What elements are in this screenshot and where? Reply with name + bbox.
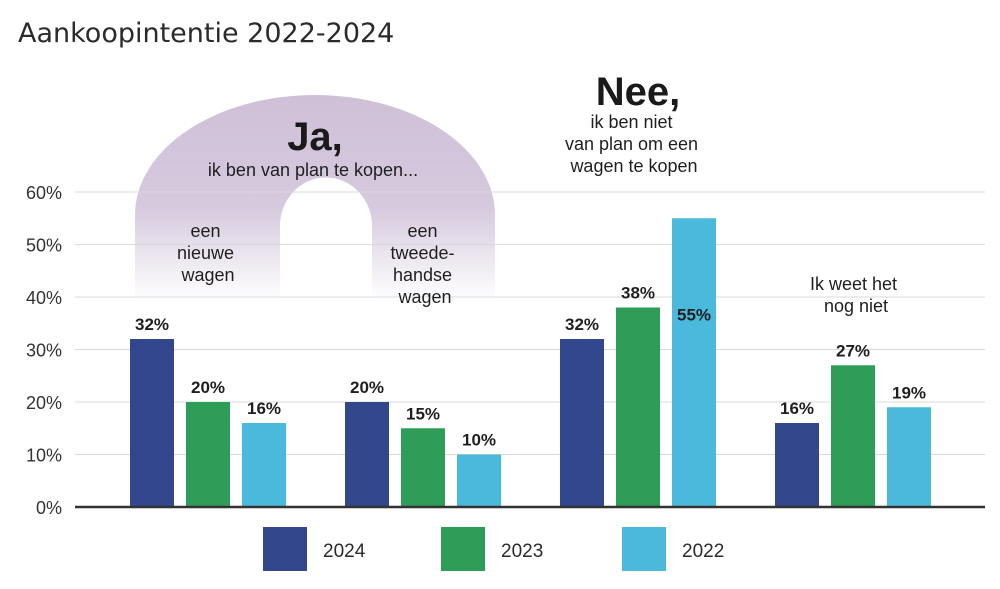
y-tick-label: 10% (26, 446, 62, 466)
bar (401, 428, 445, 507)
legend-swatch (263, 527, 307, 571)
bar (887, 407, 931, 507)
bar (242, 423, 286, 507)
y-axis-ticks: 0% 10% 20% 30% 40% 50% 60% (26, 183, 62, 518)
bar-value-label: 55% (677, 305, 711, 324)
bar (560, 339, 604, 507)
y-tick-label: 50% (26, 236, 62, 256)
bar (457, 454, 501, 507)
bar-value-label: 38% (621, 284, 655, 303)
group1-label-line: wagen (180, 265, 234, 285)
bar (345, 402, 389, 507)
bar-value-label: 16% (780, 399, 814, 418)
bar-value-label: 19% (892, 383, 926, 402)
unsure-label: Ik weet het nog niet (810, 274, 902, 316)
ja-heading: Ja, (287, 115, 343, 159)
y-tick-label: 20% (26, 393, 62, 413)
bar (130, 339, 174, 507)
bar-value-label: 32% (135, 315, 169, 334)
y-tick-label: 60% (26, 183, 62, 203)
nee-label-line: ik ben niet (590, 112, 672, 132)
nee-label-line: van plan om een (565, 134, 698, 154)
group1-label-line: een (190, 221, 220, 241)
nee-label-line: wagen te kopen (569, 156, 697, 176)
y-tick-label: 40% (26, 288, 62, 308)
group1-label-line: nieuwe (177, 243, 234, 263)
bar (672, 218, 716, 507)
bar-value-label: 16% (247, 399, 281, 418)
y-tick-label: 0% (36, 498, 62, 518)
bar-value-label: 20% (191, 378, 225, 397)
bar (775, 423, 819, 507)
nee-heading: Nee, (596, 70, 681, 114)
unsure-label-line: Ik weet het (810, 274, 897, 294)
group1-label: een nieuwe wagen (177, 221, 239, 285)
chart-title: Aankoopintentie 2022-2024 (18, 18, 394, 49)
legend-swatch (622, 527, 666, 571)
unsure-label-line: nog niet (824, 296, 888, 316)
bars (130, 218, 931, 507)
bar-value-label: 32% (565, 315, 599, 334)
group2-label: een tweede- handse wagen (390, 221, 459, 307)
legend: 2024 2023 2022 (263, 527, 724, 571)
bar (186, 402, 230, 507)
nee-label: ik ben niet van plan om een wagen te kop… (565, 112, 703, 176)
legend-label: 2023 (501, 541, 543, 562)
bar-value-label: 10% (462, 431, 496, 450)
ja-subtitle: ik ben van plan te kopen... (208, 160, 418, 180)
bar (831, 365, 875, 507)
group2-label-line: een (407, 221, 437, 241)
legend-swatch (441, 527, 485, 571)
group2-label-line: tweede- (390, 243, 454, 263)
group2-label-line: wagen (397, 287, 451, 307)
ja-arch-shape (135, 95, 495, 300)
bar-value-label: 27% (836, 341, 870, 360)
group2-label-line: handse (393, 265, 452, 285)
legend-label: 2022 (682, 541, 724, 562)
bar (616, 307, 660, 507)
bar-labels: 32% 20% 32% 16% 20% 15% 38% 27% 16% 10% 55% 19% (135, 284, 926, 450)
bar-value-label: 15% (406, 404, 440, 423)
y-tick-label: 30% (26, 341, 62, 361)
bar-value-label: 20% (350, 378, 384, 397)
legend-label: 2024 (323, 541, 366, 562)
